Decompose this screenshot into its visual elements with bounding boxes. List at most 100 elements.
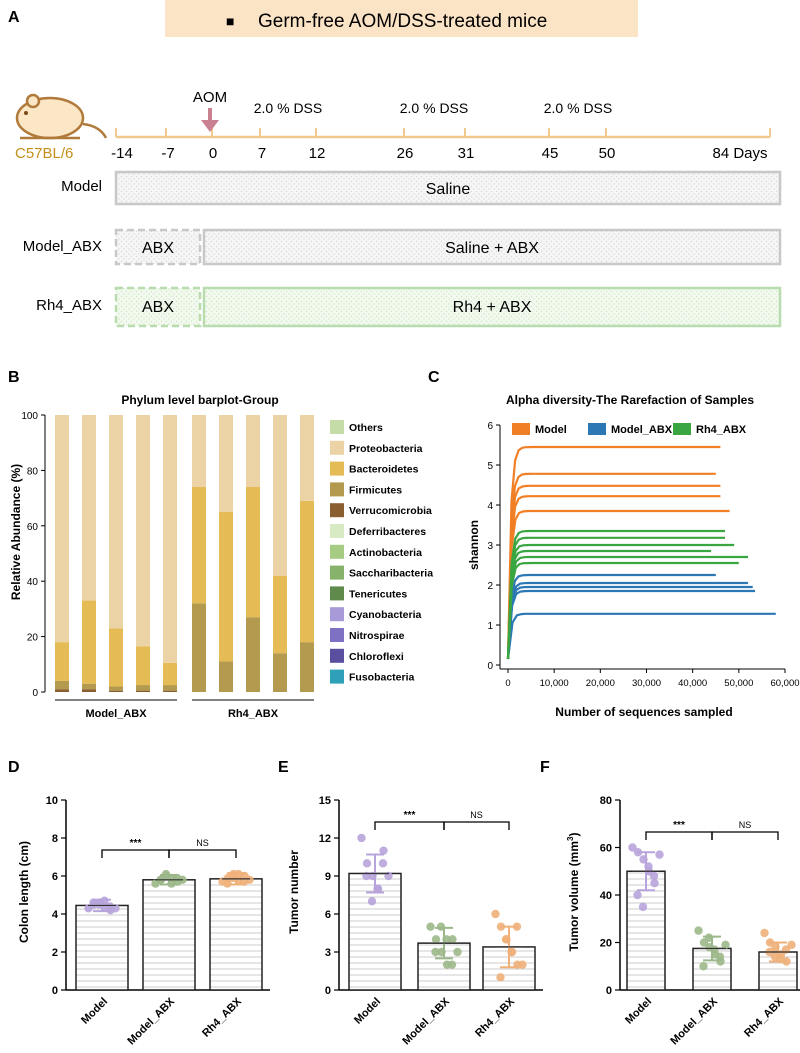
day-label: 0 — [209, 145, 217, 162]
data-point — [639, 855, 648, 864]
panel-b-title: Phylum level barplot-Group — [121, 393, 278, 407]
legend-swatch — [512, 423, 530, 435]
data-point — [373, 884, 382, 893]
y-tick-label: 12 — [319, 833, 331, 845]
data-point — [234, 869, 243, 879]
legend-label: Firmicutes — [349, 484, 402, 496]
bar-segment-proteobacteria — [136, 415, 150, 647]
data-point — [760, 928, 769, 938]
category-label: Rh4_ABX — [473, 995, 517, 1039]
data-point — [426, 922, 435, 931]
panel-f-ylabel-main: Tumor volume (mm — [567, 841, 581, 951]
legend-label: Saccharibacteria — [349, 568, 433, 580]
bar-segment-bacteroidetes — [82, 600, 96, 684]
data-point — [437, 947, 446, 957]
legend-swatch — [330, 669, 344, 684]
data-point — [710, 945, 719, 954]
data-point — [245, 875, 254, 884]
y-tick-label: 40 — [600, 890, 612, 902]
legend-swatch — [330, 503, 344, 518]
data-point — [496, 922, 506, 931]
legend-label: Nitrospirae — [349, 630, 405, 642]
data-point — [715, 952, 725, 961]
bar-segment-proteobacteria — [55, 415, 69, 643]
y-tick-label: 15 — [319, 795, 331, 807]
bar — [75, 904, 129, 991]
x-tick-label: 10,000 — [540, 678, 569, 689]
bar-segment-proteobacteria — [82, 415, 96, 601]
timeline-ticks — [115, 128, 771, 137]
sig-label: NS — [470, 810, 483, 820]
y-tick-label: 0 — [52, 985, 58, 997]
panel-label-c: C — [428, 369, 440, 386]
data-point — [628, 843, 637, 852]
sig-bracket — [443, 821, 510, 830]
bar-segment-bacteroidetes — [300, 500, 314, 643]
sig-label: NS — [196, 838, 209, 848]
bar-segment-firmicutes — [82, 683, 96, 690]
x-tick-label: 0 — [505, 678, 510, 689]
day-label: 31 — [458, 145, 475, 162]
panel-label-e: E — [278, 759, 289, 776]
panel-d-ylabel: Colon length (cm) — [17, 841, 31, 943]
data-point — [367, 897, 377, 906]
group-label: Model_ABX — [85, 708, 147, 720]
bar-segment-firmicutes — [246, 617, 260, 692]
strain-label: C57BL/6 — [15, 145, 73, 162]
y-tick-label: 0 — [487, 661, 493, 672]
data-point — [704, 933, 714, 942]
legend-swatch — [330, 482, 344, 497]
y-tick-label: 6 — [52, 871, 58, 883]
y-tick-label: 20 — [27, 633, 39, 644]
day-label: 50 — [599, 145, 616, 162]
panel-b-axis: 0 20 40 60 80 100 — [21, 411, 46, 699]
legend-label: Model_ABX — [611, 424, 673, 436]
panel-label-f: F — [540, 759, 550, 776]
legend-swatch — [330, 607, 344, 622]
bar-segment-bacteroidetes — [192, 487, 206, 604]
day-label: -7 — [161, 145, 174, 162]
legend-label: Fusobacteria — [349, 672, 415, 684]
category-label: Model — [79, 996, 110, 1027]
rh4-abx-treatment-label: Rh4 + ABX — [453, 299, 532, 316]
bar-segment-bacteroidetes — [273, 575, 287, 654]
legend-label: Chloroflexi — [349, 651, 404, 663]
day-label: 12 — [309, 145, 326, 162]
data-point — [357, 833, 366, 843]
y-tick-label: 40 — [27, 577, 39, 588]
y-tick-label: 0 — [606, 985, 612, 997]
data-point — [491, 909, 500, 919]
y-tick-label: 80 — [27, 466, 39, 477]
data-point — [638, 902, 648, 912]
data-point — [453, 947, 462, 957]
y-tick-label: 60 — [600, 843, 612, 855]
x-tick-label: 50,000 — [724, 678, 753, 689]
category-label: Model_ABX — [668, 995, 720, 1047]
rh4-abx-pretreatment-box — [114, 286, 202, 328]
rarefaction-curve-model — [506, 472, 716, 660]
legend-swatch — [330, 461, 344, 476]
day-label: 26 — [397, 145, 414, 162]
panel-f-ylabel-end: ) — [567, 833, 581, 837]
data-point — [379, 846, 388, 855]
rarefaction-curve-model — [506, 509, 730, 660]
day-label: 7 — [258, 145, 266, 162]
x-tick-label: 60,000 — [770, 678, 799, 689]
bar-segment-bacteroidetes — [219, 511, 233, 662]
data-point — [223, 879, 232, 888]
legend-swatch — [588, 423, 606, 435]
panel-a: A ■ Germ-free AOM/DSS-treated mice C57BL… — [8, 0, 782, 328]
legend-swatch — [330, 648, 344, 663]
data-point — [431, 947, 440, 957]
data-point — [771, 943, 780, 952]
dss-labels: 2.0 % DSS 2.0 % DSS 2.0 % DSS — [254, 100, 612, 116]
panel-f-plot: 0 20 40 60 80 Model Model_ABX Rh4_ABX *** NS — [600, 795, 800, 1047]
legend-label: Proteobacteria — [349, 443, 423, 455]
sig-label: *** — [404, 810, 416, 821]
panel-d: D Colon length (cm) 0 2 4 6 8 10 Model Model_AB… — [8, 759, 270, 1047]
day-label: 45 — [542, 145, 559, 162]
y-tick-label: 60 — [27, 522, 39, 533]
model-abx-pretreatment-box — [114, 228, 202, 266]
panel-c: C Alpha diversity-The Rarefaction of Sam… — [428, 369, 800, 719]
